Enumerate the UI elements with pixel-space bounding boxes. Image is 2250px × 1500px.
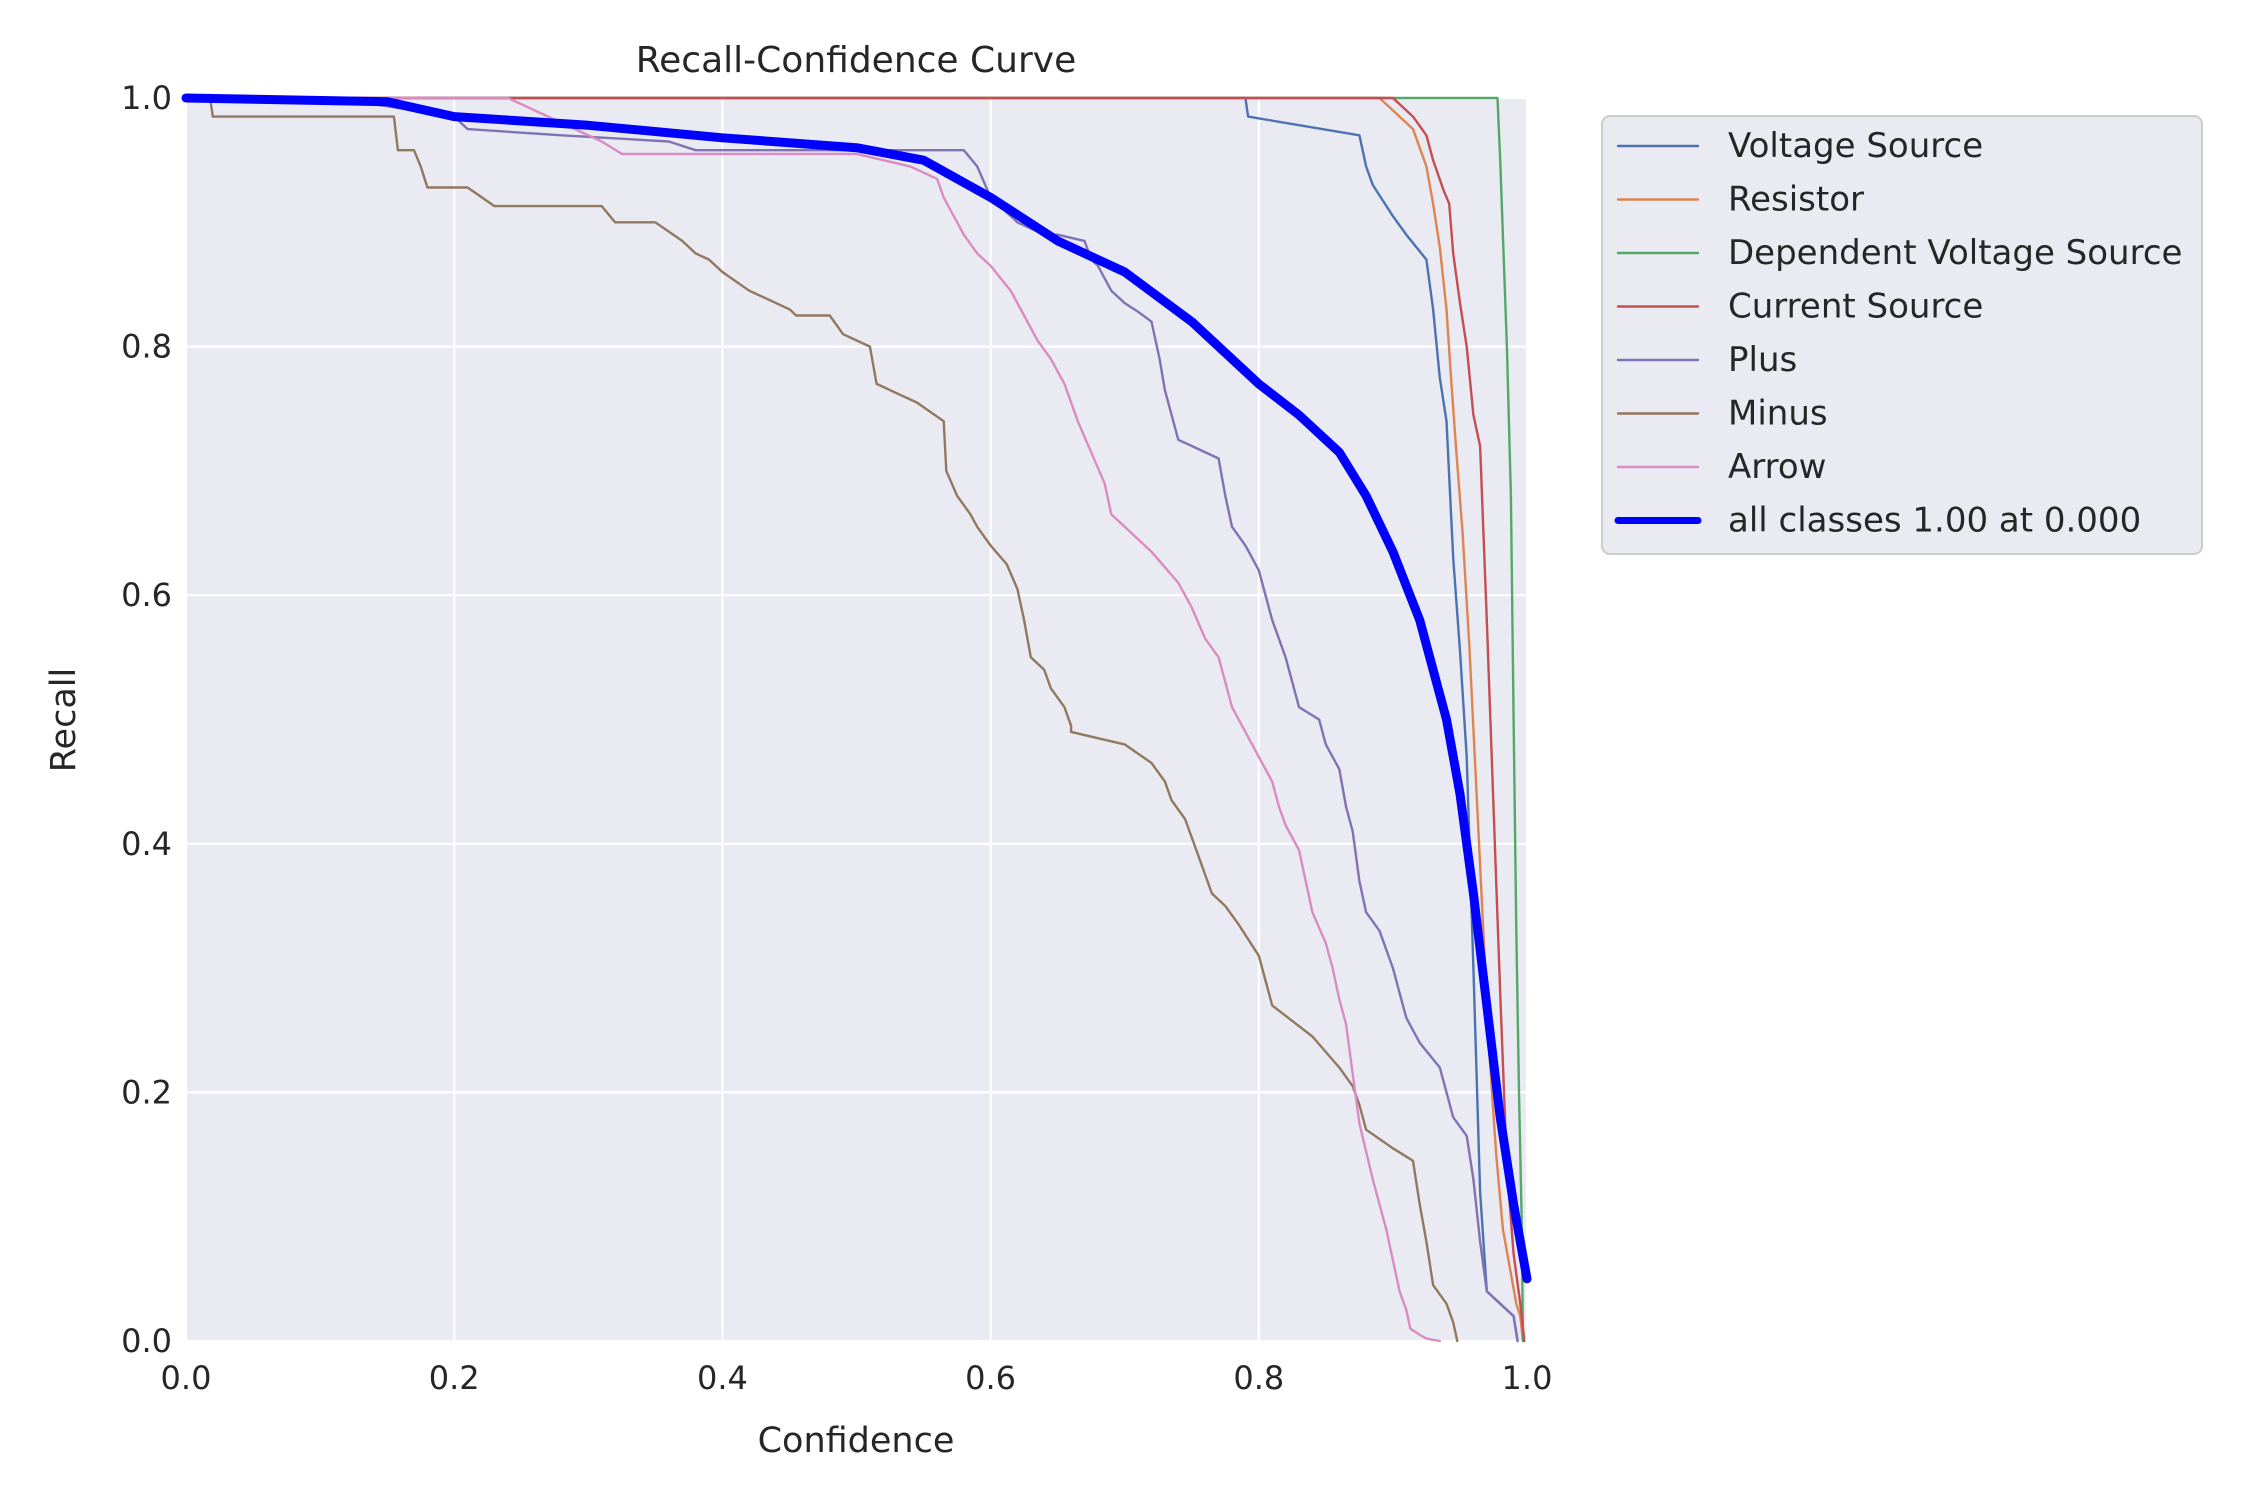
legend-label: Voltage Source	[1728, 126, 1983, 166]
legend-label: all classes 1.00 at 0.000	[1728, 501, 2141, 541]
x-tick-label: 0.4	[697, 1359, 748, 1397]
y-tick-label: 0.2	[121, 1073, 172, 1111]
y-tick-label: 0.8	[121, 328, 172, 366]
y-tick-label: 1.0	[121, 79, 172, 117]
tick-labels: 0.0 0.2 0.4 0.6 0.8 1.0 0.0 0.2 0.4 0.6 0.8 1.0	[121, 79, 1552, 1397]
legend-label: Arrow	[1728, 447, 1826, 487]
legend-label: Plus	[1728, 340, 1797, 380]
legend-label: Current Source	[1728, 287, 1983, 327]
y-tick-label: 0.0	[121, 1322, 172, 1360]
series-layer	[181, 93, 1532, 1343]
series-line-minus	[184, 96, 1459, 1343]
legend-label: Dependent Voltage Source	[1728, 233, 2182, 273]
series-line-arrow	[184, 96, 1442, 1343]
legend-label: Resistor	[1728, 180, 1864, 220]
series-line-all-classes-1-00-at-0-000	[181, 93, 1532, 1284]
series-line-dependent-voltage-source	[184, 96, 1525, 1343]
x-axis-title: Confidence	[758, 1421, 955, 1461]
y-tick-label: 0.4	[121, 825, 172, 863]
x-tick-label: 0.2	[429, 1359, 480, 1397]
y-tick-label: 0.6	[121, 576, 172, 614]
legend-label: Minus	[1728, 394, 1828, 434]
x-tick-label: 0.0	[161, 1359, 212, 1397]
chart-title: Recall-Confidence Curve	[636, 40, 1076, 81]
series-line-plus	[184, 96, 1519, 1343]
grid-lines	[184, 96, 1529, 1343]
legend-box	[1601, 115, 2203, 555]
plot-area	[186, 98, 1527, 1341]
series-line-resistor	[184, 96, 1525, 1343]
y-axis-title: Recall	[44, 668, 84, 772]
x-tick-label: 0.6	[965, 1359, 1016, 1397]
x-tick-label: 0.8	[1233, 1359, 1284, 1397]
x-tick-label: 1.0	[1502, 1359, 1553, 1397]
legend: Voltage Source Resistor Dependent Voltage …	[1601, 115, 2203, 555]
